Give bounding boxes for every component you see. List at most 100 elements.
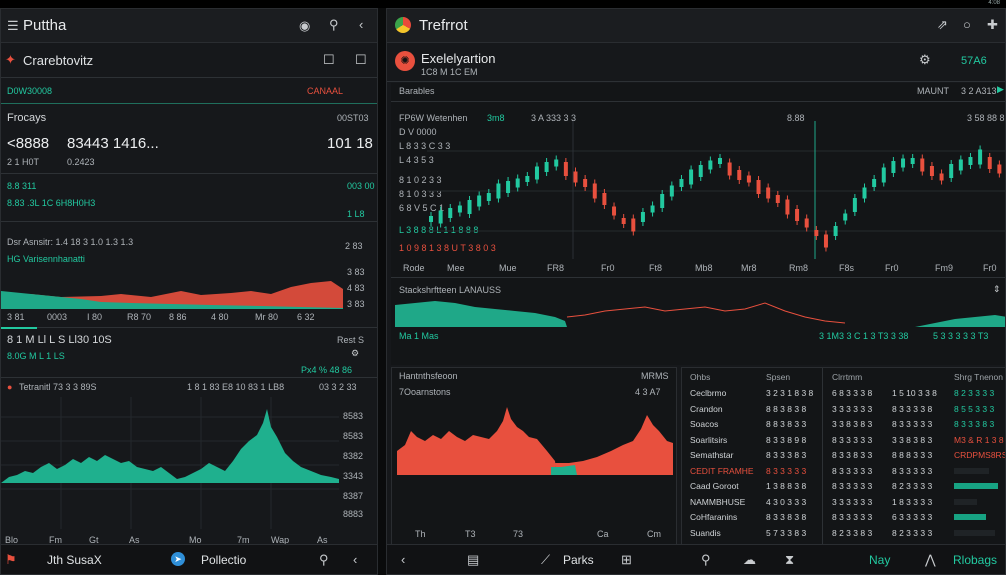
candle-body bbox=[554, 159, 559, 167]
table-cell: 8 3 3 3 3 3 bbox=[892, 419, 933, 429]
xtick: FR8 bbox=[547, 263, 565, 273]
price-sub: 2 1 H0T bbox=[7, 157, 40, 167]
mid-green: 3 1M3 3 C 1 3 T3 3 38 bbox=[819, 331, 909, 341]
candle-label: L 4 3 5 3 bbox=[399, 155, 434, 165]
lower-xtick: Th bbox=[415, 529, 426, 539]
back-arrow-icon[interactable]: ‹ bbox=[359, 17, 364, 32]
table-cell: CEDIT FRAMHE bbox=[690, 465, 754, 476]
chart1-xtick: I 80 bbox=[87, 312, 103, 322]
candle-label: D V 0000 bbox=[399, 127, 437, 137]
candle-note: L 3 8 8 8 L 1 1 8 8 8 bbox=[399, 225, 479, 235]
table-cell: Caad Goroot bbox=[690, 481, 739, 491]
search-footer-icon[interactable]: ⚲ bbox=[319, 552, 329, 567]
table-cell: Ceclbrmo bbox=[690, 388, 727, 398]
chart-line-icon[interactable]: ⟋ bbox=[541, 552, 551, 567]
table-cell: 6 8 3 3 3 8 bbox=[832, 388, 873, 398]
candle-body bbox=[583, 179, 588, 187]
lower-title-right: MRMS bbox=[641, 371, 669, 381]
play-icon[interactable]: ▶ bbox=[997, 84, 1004, 94]
menu-icon[interactable]: ☰ bbox=[7, 18, 19, 33]
settings-gear-icon[interactable]: ⚙ bbox=[919, 52, 931, 67]
chart2-xtick: Fm bbox=[49, 535, 62, 545]
footer-nav-label[interactable]: Nay bbox=[869, 553, 891, 567]
search-icon[interactable]: ⚲ bbox=[329, 17, 339, 32]
chart2-xtick: Wap bbox=[271, 535, 290, 545]
restore-icon[interactable]: ☐ bbox=[355, 52, 367, 67]
xtick: Ft8 bbox=[649, 263, 663, 273]
table-bar bbox=[954, 483, 998, 489]
settings-icon[interactable]: ⚙ bbox=[351, 348, 360, 358]
right-titlebar: Trefrrot ⇗ ○ ✚ bbox=[387, 9, 1005, 43]
table-header: Ohbs bbox=[690, 372, 711, 382]
balance-value: 57A6 bbox=[961, 55, 987, 67]
table-bar bbox=[954, 529, 995, 536]
candle-body bbox=[891, 161, 896, 173]
table-cell: 3 3 8 3 8 3 bbox=[832, 419, 873, 429]
chart1-ytick: 3 83 bbox=[347, 299, 365, 309]
candle-body bbox=[525, 176, 530, 182]
footer-parks-label[interactable]: Parks bbox=[563, 553, 594, 567]
candle-body bbox=[457, 205, 462, 213]
candle-body bbox=[862, 187, 867, 199]
pin-icon[interactable]: ⚑ bbox=[5, 552, 17, 567]
filter-icon[interactable]: ⧗ bbox=[785, 552, 795, 567]
table-bar bbox=[954, 498, 977, 505]
pulse-icon[interactable]: ⋀ bbox=[925, 552, 936, 567]
candle-body bbox=[544, 162, 549, 172]
candle-body bbox=[756, 180, 761, 194]
table-cell: 1 8 3 3 3 3 bbox=[892, 496, 933, 507]
expand-icon[interactable]: ⇕ bbox=[993, 284, 1001, 294]
circle-icon[interactable]: ○ bbox=[963, 17, 971, 32]
search-nav-icon[interactable]: ⚲ bbox=[701, 552, 711, 567]
candle-body bbox=[785, 199, 790, 215]
stack-chart bbox=[395, 301, 1005, 327]
chart2-xtick: Mo bbox=[189, 535, 202, 545]
price-sub2: 0.2423 bbox=[67, 157, 95, 167]
cloud-icon[interactable]: ☁ bbox=[743, 552, 756, 567]
chart1-xtick: 4 80 bbox=[211, 312, 229, 322]
chart1-xtick: 6 32 bbox=[297, 312, 315, 322]
app-badge-icon[interactable]: ➤ bbox=[171, 552, 185, 566]
candlestick-chart bbox=[427, 121, 1005, 259]
share-icon[interactable]: ⇗ bbox=[937, 17, 948, 32]
back-icon[interactable]: ‹ bbox=[401, 552, 406, 567]
table-cell: 8 3 3 3 8 3 bbox=[954, 419, 995, 429]
candle-body bbox=[602, 193, 607, 205]
chart2-xtick: Blo bbox=[5, 535, 19, 545]
pin-add-icon[interactable]: ✚ bbox=[987, 17, 998, 32]
footer-app-name: Pollectio bbox=[201, 553, 247, 567]
candle-body bbox=[843, 213, 848, 221]
mid-label: Ma 1 Mas bbox=[399, 331, 439, 341]
footer-right-label[interactable]: Rlobags bbox=[953, 553, 998, 567]
table-cell: 6 3 3 3 3 3 bbox=[892, 512, 933, 522]
table-cell: 8 3 3 8 3 8 bbox=[766, 512, 807, 522]
table-cell: 8 3 3 3 3 3 bbox=[832, 512, 873, 522]
data-table: Ohbs Spsen Clrrtmm Shrg Tnenon Ceclbrmo 3… bbox=[681, 367, 1005, 546]
xtick: Fm9 bbox=[935, 263, 953, 273]
chart1-xaxis: 3 81 0003 I 80 R8 70 8 86 4 80 Mr 80 6 3… bbox=[1, 312, 377, 326]
right-trading-window: Trefrrot ⇗ ○ ✚ ✺ Exelelyartion 1C8 M 1C … bbox=[386, 8, 1006, 575]
candle-body bbox=[958, 159, 963, 171]
camera-icon[interactable]: ◉ bbox=[299, 18, 311, 33]
candle-body bbox=[631, 218, 636, 232]
table-header: Spsen bbox=[766, 372, 791, 382]
candle-body bbox=[650, 205, 655, 213]
table-cell: 8 3 3 3 3 3 bbox=[766, 465, 807, 476]
table-bar bbox=[954, 467, 989, 474]
table-cell: 8 2 3 3 3 3 bbox=[954, 388, 995, 398]
candle-body bbox=[689, 169, 694, 185]
calendar-icon[interactable]: ▤ bbox=[467, 552, 480, 567]
collapse-icon[interactable]: ‹ bbox=[353, 552, 358, 567]
table-cell: 3 2 3 1 8 3 8 bbox=[766, 388, 814, 398]
section-title: Frocays bbox=[7, 112, 47, 124]
ticker-red: CANAAL bbox=[307, 86, 344, 96]
mid-title: Stackshrftteen LANAUSS bbox=[399, 285, 502, 295]
grid-icon[interactable]: ⊞ bbox=[621, 552, 632, 567]
footer-user-name: Jth SusaX bbox=[47, 553, 102, 567]
candle-body bbox=[640, 212, 645, 222]
candle-body bbox=[477, 195, 482, 207]
minimize-icon[interactable]: ☐ bbox=[323, 52, 335, 67]
candle-body bbox=[920, 158, 925, 172]
panel-title-right2: 3 2 A313 bbox=[961, 86, 997, 96]
